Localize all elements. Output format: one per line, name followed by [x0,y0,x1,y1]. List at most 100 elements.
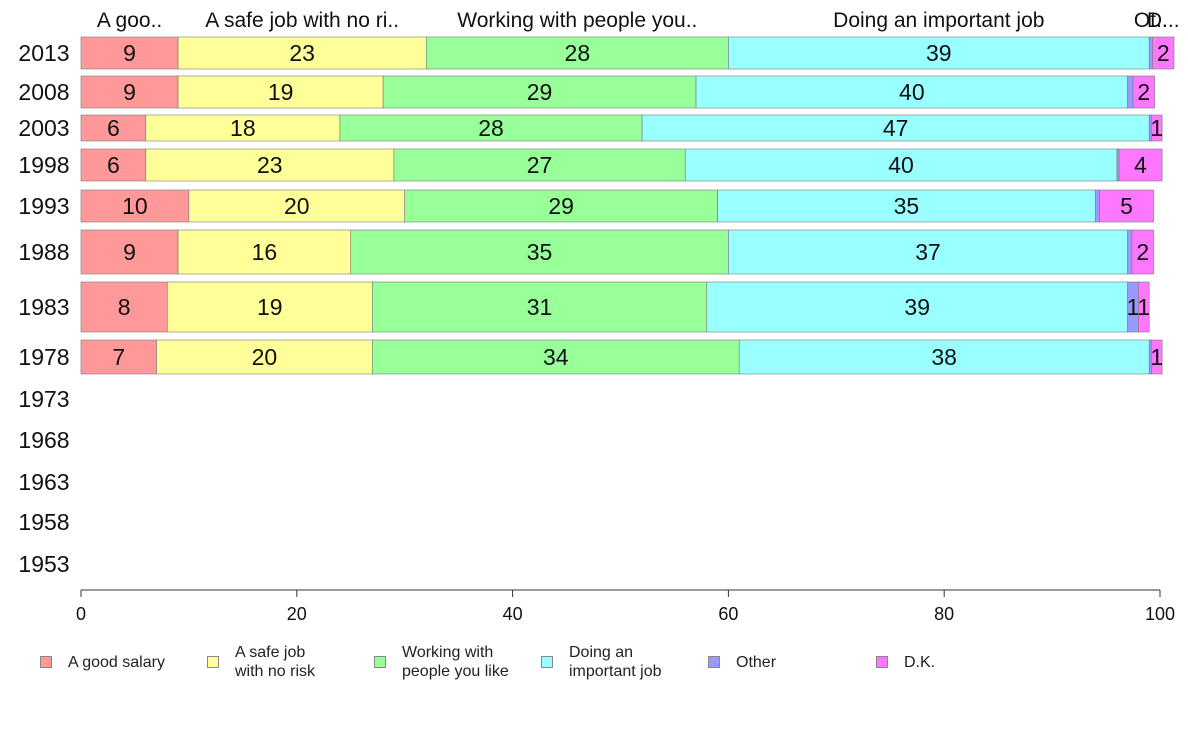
legend-swatch [40,656,52,668]
bar-segment [156,339,373,375]
bar-segment [177,75,384,109]
data-label: 4 [1134,152,1147,178]
legend-swatch [207,656,219,668]
column-header: Working with people you.. [457,9,697,32]
legend-label: D.K. [904,653,936,671]
legend-item: Working with people you like [374,640,509,684]
bar-segment [80,281,168,333]
bar-segment [339,114,643,142]
bar-segment [1151,114,1163,142]
legend-label: Working with people you like [402,644,509,680]
category-label: 1988 [18,239,69,265]
category-label: 1978 [18,344,69,370]
bar-segment [382,75,697,109]
column-header: D... [1147,9,1180,32]
bar-segment [1152,36,1175,70]
data-label: 8 [118,294,131,320]
column-header: Doing an important job [833,9,1044,32]
data-label: 18 [230,115,256,141]
column-header: Ot.. [1134,9,1168,32]
bar-segment [404,189,718,223]
bar-segment [177,229,352,275]
bar-segment [80,189,190,223]
bar-segment [372,339,740,375]
bar-segment [728,36,1150,70]
data-label: 7 [112,344,125,370]
bar-segment [1099,189,1154,223]
bar-segment [1094,189,1100,223]
legend-label: Other [736,653,777,671]
column-header: A safe job with no ri.. [205,9,399,32]
bar-segment [684,148,1118,182]
bar-segment [728,229,1128,275]
bar-segment [350,229,729,275]
bar-segment [1132,75,1155,109]
data-label: 28 [565,40,591,66]
category-label: 2013 [18,40,69,66]
bar-segment [372,281,708,333]
category-label: 1973 [18,386,69,412]
data-label: 19 [257,294,283,320]
category-label: 1983 [18,294,69,320]
legend-swatch [541,656,553,668]
x-tick-label: 40 [503,604,523,624]
data-label: 35 [894,193,920,219]
data-labels: 9 23 28 39 29 19 29 40 26 18 28 47 16 23 27 40 410 20 29 35… [107,40,1170,370]
bar-segment [188,189,405,223]
legend: A good salary A safe job with no risk Work… [0,640,1188,690]
bar-segment [738,339,1150,375]
bar-segment [1127,229,1133,275]
x-axis: 0 20 40 60 80 100 [76,589,1175,624]
data-label: 31 [527,294,553,320]
data-label: 20 [252,344,278,370]
data-label: 29 [548,193,574,219]
bar-segment [641,114,1150,142]
data-label: 23 [257,152,283,178]
data-label: 39 [904,294,930,320]
category-label: 1963 [18,469,69,495]
data-label: 29 [527,79,553,105]
x-tick-label: 80 [934,604,954,624]
bar-segment [145,114,341,142]
legend-label: A good salary [68,653,165,671]
bar-segment [80,339,157,375]
data-label: 39 [926,40,952,66]
data-label: 40 [899,79,925,105]
bar-segment [695,75,1128,109]
data-label: 5 [1120,193,1133,219]
bar-segment [393,148,686,182]
data-label: 47 [883,115,909,141]
stacked-bar-chart: A goo.. A safe job with no ri.. Working wi… [18,9,1180,624]
bar-segment [177,36,427,70]
data-label: 28 [478,115,504,141]
bar-segment [1127,75,1134,109]
data-label: 1 [1150,344,1163,370]
bar-segment [1151,339,1163,375]
data-label: 10 [122,193,148,219]
data-label: 9 [123,79,136,105]
data-label: 40 [888,152,914,178]
data-label: 27 [527,152,553,178]
x-tick-label: 0 [76,604,86,624]
bar-segment [1131,229,1154,275]
data-label: 20 [284,193,310,219]
bar-segment [80,148,147,182]
bar-segment [717,189,1096,223]
data-label: 1 [1137,294,1150,320]
legend-item: A good salary [40,640,165,684]
legend-item: Other [708,640,776,684]
category-label: 2008 [18,79,69,105]
bar-segment [706,281,1128,333]
category-label: 1953 [18,551,69,577]
data-label: 9 [123,239,136,265]
data-label: 1 [1127,294,1140,320]
category-label: 1998 [18,152,69,178]
x-tick-label: 20 [287,604,307,624]
data-label: 2 [1157,40,1170,66]
column-header: A goo.. [97,9,162,32]
data-label: 34 [543,344,569,370]
data-label: 35 [527,239,553,265]
x-tick-label: 60 [718,604,738,624]
data-label: 37 [915,239,941,265]
